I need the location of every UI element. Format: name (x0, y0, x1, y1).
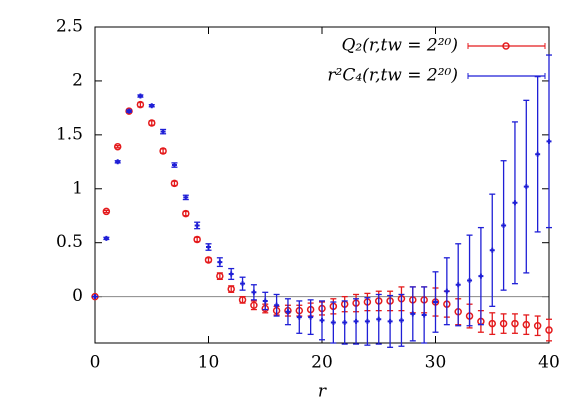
point (160, 129, 166, 135)
point (546, 138, 552, 144)
point (523, 184, 529, 190)
point (149, 103, 155, 109)
point (182, 209, 190, 218)
point (115, 159, 121, 165)
point (478, 273, 484, 279)
point (467, 277, 473, 283)
x-tick-label: 40 (538, 353, 560, 373)
point (421, 312, 427, 318)
point (444, 288, 450, 294)
point (126, 108, 132, 114)
point (102, 207, 111, 216)
point (342, 320, 348, 326)
point (193, 235, 201, 244)
point (410, 311, 416, 317)
point (250, 301, 258, 310)
point (499, 319, 508, 328)
x-tick-label: 0 (90, 353, 101, 373)
point (535, 151, 541, 157)
y-tick-label: 1 (72, 178, 83, 198)
point (171, 162, 177, 168)
point (455, 282, 461, 288)
point (364, 318, 370, 324)
point (227, 285, 235, 293)
y-tick-label: 1.5 (56, 124, 83, 144)
point (262, 298, 268, 304)
point (308, 314, 314, 320)
point (136, 100, 145, 109)
legend-marker (502, 42, 510, 50)
point (137, 93, 143, 99)
x-axis-label: r (318, 382, 327, 402)
point (125, 107, 133, 115)
x-tick-label: 10 (198, 353, 220, 373)
legend-label: r²C₄(r,tw = 2²⁰) (327, 66, 458, 86)
point (148, 119, 156, 127)
point (103, 235, 109, 241)
point (159, 147, 167, 155)
point (274, 302, 280, 308)
x-tick-label: 30 (425, 353, 447, 373)
legend-label: Q₂(r,tw = 2²⁰) (341, 36, 458, 56)
y-tick-label: 2.5 (56, 17, 83, 37)
point (489, 247, 495, 253)
point (240, 281, 246, 287)
point (545, 326, 553, 334)
point (353, 318, 359, 324)
y-tick-label: 0.5 (56, 232, 83, 252)
point (194, 222, 200, 228)
point (398, 317, 404, 323)
point (113, 142, 122, 151)
y-tick-label: 0 (72, 286, 83, 306)
point (216, 272, 224, 280)
point (501, 222, 507, 228)
point (433, 299, 438, 305)
point (533, 321, 542, 330)
point (206, 244, 211, 250)
point (376, 316, 382, 322)
point (92, 294, 98, 300)
point (170, 179, 179, 188)
point (522, 320, 531, 329)
point (238, 296, 247, 304)
point (251, 289, 257, 295)
point (217, 259, 223, 265)
point (488, 319, 496, 328)
point (285, 309, 291, 315)
x-tick-label: 20 (311, 353, 333, 373)
point (330, 320, 336, 326)
point (204, 256, 213, 264)
point (387, 318, 393, 324)
point (512, 200, 518, 206)
point (319, 317, 325, 323)
point (511, 319, 519, 328)
point (296, 314, 302, 320)
point (183, 194, 189, 200)
y-tick-label: 2 (72, 70, 83, 90)
point (228, 271, 234, 277)
